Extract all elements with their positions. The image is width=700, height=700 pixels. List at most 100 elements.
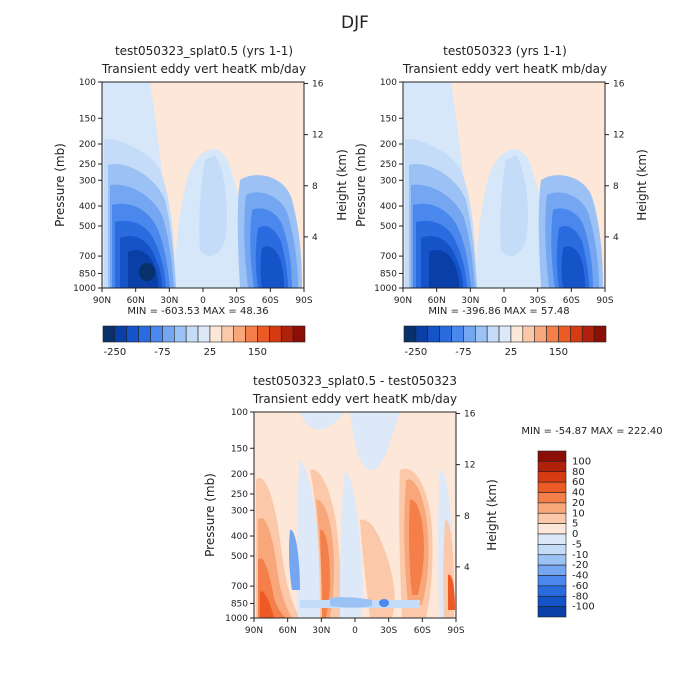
page-title: DJF: [341, 13, 369, 33]
panel-left-ytick-label: 400: [79, 202, 96, 212]
colorbar-diff-label: 0: [572, 529, 578, 540]
colorbar-right-label: 150: [549, 347, 568, 358]
panel-left-field: [102, 82, 304, 288]
colorbar-right-swatch: [510, 325, 524, 343]
panel-left-xtick-label: 30N: [160, 296, 178, 306]
colorbar-left-label: 25: [204, 347, 217, 358]
panel-diff-y2label: Height (km): [485, 479, 499, 550]
panel-left-ytick-label: 250: [79, 160, 96, 170]
colorbar-right-swatch: [415, 325, 429, 343]
colorbar-diff-label: 5: [572, 519, 578, 530]
colorbar-left-swatch: [162, 325, 175, 343]
panel-left-y2tick-label: 16: [312, 80, 324, 90]
panel-diff-ytick-label: 1000: [225, 614, 248, 624]
colorbar-right-swatch: [534, 325, 547, 343]
colorbar-right-swatch: [558, 325, 571, 343]
colorbar-left-swatch: [221, 325, 235, 343]
panel-left-title: test050323_splat0.5 (yrs 1-1): [115, 44, 293, 58]
panel-left-ytick-label: 150: [79, 114, 96, 124]
panel-left-ytick-label: 850: [79, 269, 96, 279]
colorbar-left-swatch: [233, 325, 246, 343]
colorbar-left-swatch: [126, 325, 139, 343]
panel-diff-subtitle: Transient eddy vert heatK mb/day: [252, 392, 457, 406]
colorbar-diff-swatch: [537, 512, 567, 524]
colorbar-right-swatch: [546, 325, 559, 343]
panel-right-ytick-label: 250: [380, 160, 397, 170]
colorbar-diff-swatch: [537, 481, 567, 493]
colorbar-diff-swatch: [537, 595, 567, 607]
colorbar-left-swatch: [269, 325, 282, 343]
colorbar-right-swatch: [498, 325, 512, 343]
panel-diff-ytick-label: 150: [231, 444, 248, 454]
panel-right-y2tick-label: 4: [613, 233, 619, 243]
colorbar-right-swatch: [403, 325, 417, 343]
panel-diff-ytick-label: 500: [231, 552, 248, 562]
panel-right-xtick-label: 90N: [394, 296, 412, 306]
panel-right-y2tick-label: 12: [613, 131, 624, 141]
colorbar-diff-swatch: [537, 606, 567, 618]
panel-left-y2tick-label: 8: [312, 182, 318, 192]
panel-diff-xtick-label: 0: [352, 626, 358, 636]
panel-left-axes: 90N 60N 30N 0 30S 60S 90S 100 150 200 250 300 400 500…: [73, 78, 324, 306]
panel-left-ytick-label: 700: [79, 252, 96, 262]
colorbar-left-swatch: [150, 325, 163, 343]
panel-right-subtitle: Transient eddy vert heatK mb/day: [402, 62, 607, 76]
colorbar-left: -250 -75 25 150: [102, 325, 306, 358]
colorbar-diff-swatch: [537, 492, 567, 504]
panel-right-xtick-label: 60N: [428, 296, 446, 306]
panel-left-xtick-label: 30S: [228, 296, 245, 306]
colorbar-diff-swatch: [537, 450, 567, 462]
colorbar-right-swatch: [486, 325, 500, 343]
colorbar-diff-label: -40: [572, 571, 588, 582]
panel-left: test050323_splat0.5 (yrs 1-1) Transient …: [53, 44, 349, 317]
colorbar-left-swatch: [138, 325, 151, 343]
colorbar-left-swatch: [245, 325, 258, 343]
panel-right-y2tick-label: 8: [613, 182, 619, 192]
panel-left-xtick-label: 0: [200, 296, 206, 306]
panel-left-y2tick-label: 12: [312, 131, 323, 141]
colorbar-left-label: 150: [248, 347, 267, 358]
panel-right-ytick-label: 700: [380, 252, 397, 262]
panel-right-field: [403, 82, 605, 288]
panel-left-xtick-label: 60S: [262, 296, 279, 306]
panel-right-stats: MIN = -396.86 MAX = 57.48: [428, 306, 569, 317]
colorbar-diff-label: -5: [572, 539, 582, 550]
colorbar-diff-label: 80: [572, 467, 585, 478]
panel-right-ytick-label: 200: [380, 140, 397, 150]
panel-left-ytick-label: 100: [79, 78, 96, 88]
panel-right-y2label: Height (km): [635, 149, 649, 220]
panel-right-y2tick-label: 16: [613, 80, 625, 90]
panel-right-ytick-label: 850: [380, 269, 397, 279]
colorbar-diff-swatch: [537, 502, 567, 514]
panel-left-ytick-label: 1000: [73, 284, 96, 294]
colorbar-right-swatch: [439, 325, 452, 343]
panel-right: test050323 (yrs 1-1) Transient eddy vert…: [354, 44, 649, 317]
colorbar-diff-label: -60: [572, 581, 588, 592]
panel-diff-xtick-label: 30N: [312, 626, 330, 636]
colorbar-left-swatch: [280, 325, 294, 343]
colorbar-left-swatch: [257, 325, 270, 343]
colorbar-diff-swatch: [537, 544, 567, 556]
panel-diff-xtick-label: 60S: [414, 626, 431, 636]
panel-left-stats: MIN = -603.53 MAX = 48.36: [127, 306, 268, 317]
panel-right-ytick-label: 150: [380, 114, 397, 124]
colorbar-diff-swatch: [537, 461, 567, 473]
panel-diff-y2tick-label: 16: [464, 410, 476, 420]
colorbar-left-label: -250: [104, 347, 127, 358]
colorbar-right: -250 -75 25 150: [403, 325, 607, 358]
panel-right-ytick-label: 1000: [374, 284, 397, 294]
colorbar-right-swatch: [593, 325, 607, 343]
panel-right-xtick-label: 0: [501, 296, 507, 306]
panel-right-axes: 90N 60N 30N 0 30S 60S 90S 100 150 200 250 300 400 500…: [374, 78, 625, 306]
colorbar-left-swatch: [292, 325, 306, 343]
colorbar-diff-label: 10: [572, 508, 585, 519]
panel-right-xtick-label: 30S: [529, 296, 546, 306]
colorbar-right-swatch: [451, 325, 464, 343]
colorbar-left-swatch: [114, 325, 128, 343]
panel-right-xtick-label: 60S: [563, 296, 580, 306]
panel-right-ytick-label: 300: [380, 176, 397, 186]
panel-left-subtitle: Transient eddy vert heatK mb/day: [101, 62, 306, 76]
panel-diff-ytick-label: 100: [231, 408, 248, 418]
